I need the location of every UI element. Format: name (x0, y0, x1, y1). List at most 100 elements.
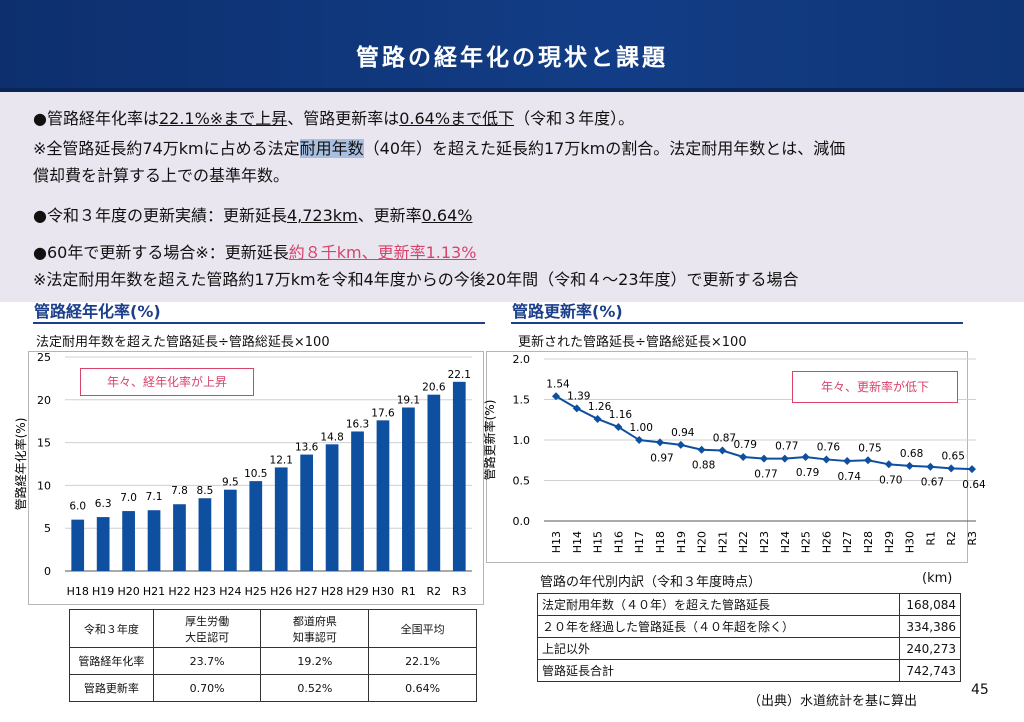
x-tick-label: R1 (401, 585, 416, 598)
bar (351, 431, 364, 571)
page-number: 45 (971, 682, 989, 698)
summary-line-5: ●60年で更新する場合※：更新延長約８千km、更新率1.13% (33, 243, 477, 262)
data-point (676, 440, 685, 449)
table-row: 法定耐用年数（４０年）を超えた管路延長 168,084 (537, 593, 961, 616)
comparison-table: 令和３年度 厚生労働 大臣認可 都道府県 知事認可 全国平均 管路経年化率 23… (69, 609, 477, 702)
bar (402, 407, 415, 571)
y-tick-label: 10 (37, 479, 51, 492)
bar-value-label: 14.8 (320, 431, 343, 443)
table-cell: 0.52% (260, 674, 370, 702)
x-tick-label: H28 (321, 585, 343, 598)
bar (122, 511, 135, 571)
y-tick-label: 1.5 (513, 394, 531, 407)
data-label: 1.16 (609, 409, 633, 421)
summary-line-3: 償却費を計算する上での基準年数。 (33, 166, 290, 185)
table-cell: 上記以外 (537, 637, 900, 660)
x-tick-label: H21 (143, 585, 165, 598)
data-label: 0.87 (713, 433, 736, 445)
x-tick-label: H13 (550, 531, 563, 553)
left-formula: 法定耐用年数を超えた管路延長÷管路総延長×100 (36, 335, 330, 350)
data-point (884, 460, 893, 469)
x-tick-label: H19 (92, 585, 114, 598)
left-section-title: 管路経年化率(%) (34, 302, 161, 321)
data-label: 0.77 (754, 469, 777, 481)
table-cell: 168,084 (899, 593, 961, 616)
table-row: 管路経年化率 23.7% 19.2% 22.1% (69, 647, 477, 675)
x-tick-label: H15 (592, 531, 605, 553)
y-tick-label: 2.0 (513, 353, 531, 366)
bar (427, 394, 441, 571)
bar-value-label: 19.1 (397, 395, 420, 407)
data-label: 0.77 (775, 441, 798, 453)
summary-line-4: ●令和３年度の更新実績：更新延長4,723km、更新率0.64% (33, 206, 473, 225)
data-point (718, 446, 727, 455)
y-tick-label: 0.0 (513, 515, 531, 528)
bar-value-label: 17.6 (371, 407, 395, 419)
data-label: 0.70 (879, 474, 902, 486)
y-tick-label: 0 (44, 565, 51, 578)
x-tick-label: H29 (883, 531, 896, 553)
data-label: 0.79 (734, 439, 757, 451)
data-point (656, 438, 664, 447)
x-tick-label: R2 (945, 531, 958, 546)
summary-line-6: ※法定耐用年数を超えた管路約17万kmを令和4年度からの今後20年間（令和４～2… (33, 270, 799, 289)
bar-value-label: 7.8 (171, 485, 188, 497)
x-tick-label: H20 (696, 531, 709, 553)
x-tick-label: H14 (571, 531, 584, 553)
y-tick-label: 0.5 (513, 475, 531, 488)
data-point (926, 462, 935, 471)
data-point (843, 457, 852, 466)
x-tick-label: H26 (270, 585, 292, 598)
x-tick-label: H25 (245, 585, 267, 598)
data-point (697, 445, 706, 454)
x-tick-label: R2 (427, 585, 442, 598)
table-cell: 0.64% (368, 674, 477, 702)
bar (376, 420, 390, 571)
data-label: 0.65 (942, 450, 965, 462)
data-point (968, 465, 976, 474)
x-tick-label: H23 (194, 585, 216, 598)
right-callout: 年々、更新率が低下 (792, 371, 958, 403)
x-tick-label: H18 (654, 531, 667, 553)
data-point (822, 455, 831, 464)
data-label: 1.26 (588, 401, 612, 413)
source-note: （出典）水道統計を基に算出 (748, 694, 918, 709)
data-point (905, 461, 914, 470)
data-label: 1.39 (567, 390, 590, 402)
table-cell: 19.2% (260, 647, 370, 675)
bar-value-label: 6.0 (69, 501, 86, 513)
table-row: 上記以外 240,273 (537, 637, 961, 660)
x-tick-label: H30 (904, 531, 917, 553)
x-tick-label: H27 (841, 531, 854, 553)
y-tick-label: 5 (44, 522, 51, 535)
data-point (760, 454, 768, 463)
data-point (780, 454, 789, 463)
table-cell: 742,743 (899, 659, 961, 682)
x-tick-label: H20 (117, 585, 139, 598)
breakdown-caption: 管路の年代別内訳（令和３年度時点） (540, 575, 762, 590)
x-tick-label: H29 (346, 585, 368, 598)
x-tick-label: H19 (675, 531, 688, 553)
x-tick-label: H24 (779, 531, 792, 553)
data-point (635, 436, 644, 444)
x-tick-label: H22 (737, 531, 750, 553)
data-point (593, 414, 602, 423)
data-label: 1.54 (546, 378, 570, 390)
header-banner: 管路の経年化の現状と課題 (0, 0, 1024, 92)
data-point (739, 453, 748, 462)
y-tick-label: 1.0 (513, 434, 531, 447)
table-header-cell: 都道府県 知事認可 (260, 609, 370, 648)
summary-line-1: ●管路経年化率は22.1%※まで上昇、管路更新率は0.64%まで低下（令和３年度… (33, 109, 635, 128)
data-point (552, 392, 560, 401)
x-tick-label: H27 (296, 585, 318, 598)
x-tick-label: H24 (219, 585, 241, 598)
summary-line-2: ※全管路延長約74万kmに占める法定耐用年数（40年）を超えた延長約17万kmの… (33, 139, 846, 158)
bar-value-label: 20.6 (422, 382, 446, 394)
x-tick-label: R3 (966, 531, 979, 546)
table-cell: 0.70% (152, 674, 262, 702)
table-cell: 管路延長合計 (537, 659, 900, 682)
right-formula: 更新された管路延長÷管路総延長×100 (518, 335, 747, 350)
table-cell: 法定耐用年数（４０年）を超えた管路延長 (537, 593, 900, 616)
